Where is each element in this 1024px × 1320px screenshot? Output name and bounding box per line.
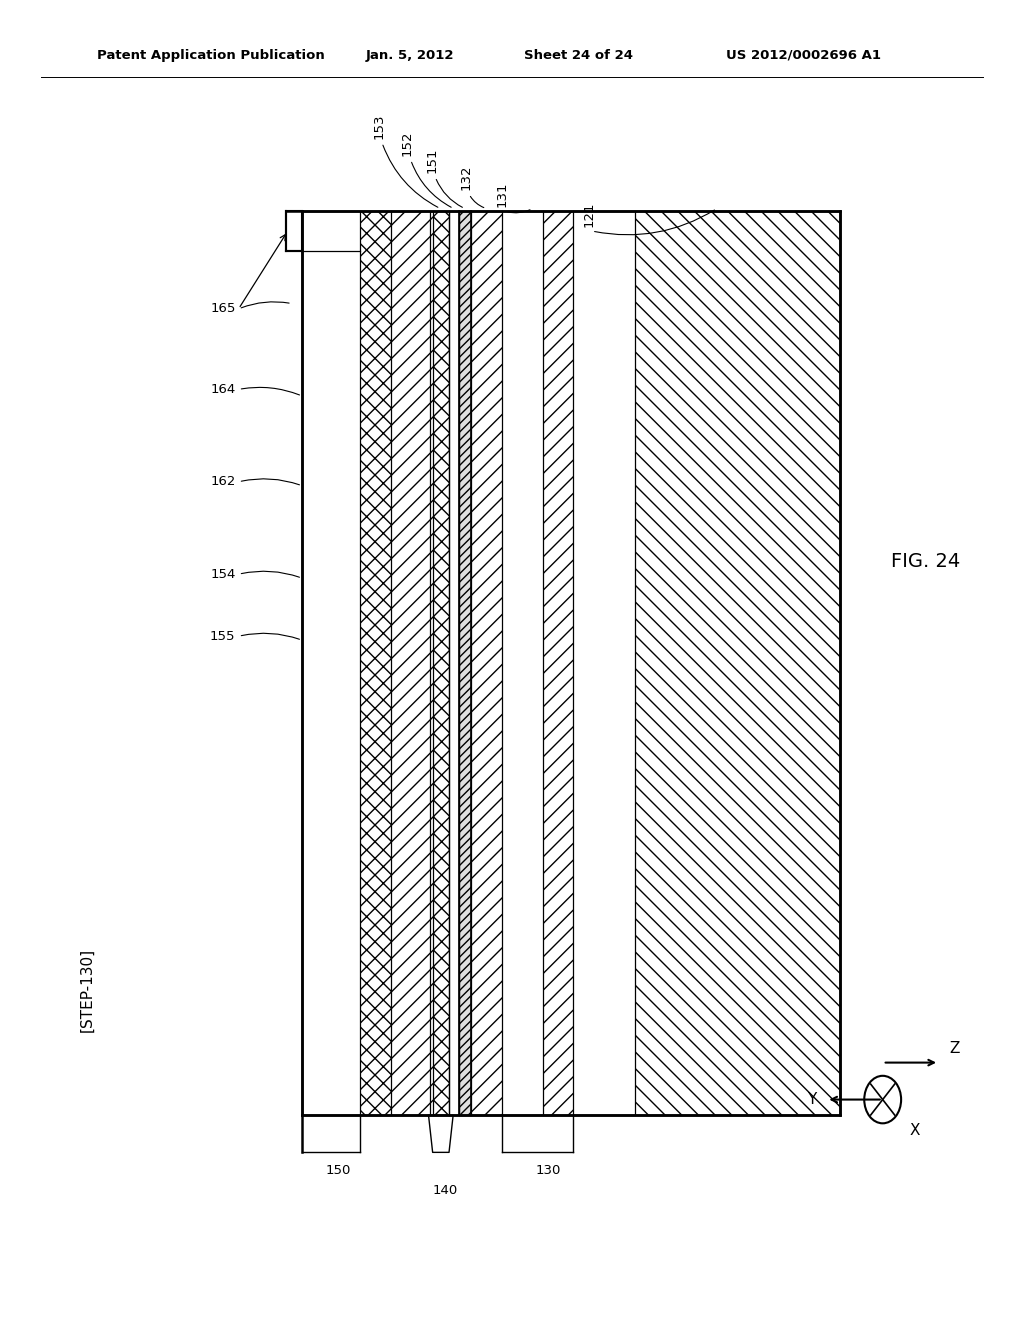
Text: 150: 150 <box>326 1164 350 1177</box>
Bar <box>391 211 430 1115</box>
Bar <box>471 211 502 1115</box>
Text: 162: 162 <box>210 475 236 488</box>
Text: Sheet 24 of 24: Sheet 24 of 24 <box>524 49 633 62</box>
Text: Patent Application Publication: Patent Application Publication <box>97 49 325 62</box>
Bar <box>449 211 459 1115</box>
Text: 132: 132 <box>460 165 472 190</box>
Bar <box>430 211 433 1115</box>
Bar <box>502 211 543 1115</box>
Text: FIG. 24: FIG. 24 <box>891 552 961 570</box>
Text: Z: Z <box>949 1041 959 1056</box>
Text: 121: 121 <box>583 202 595 227</box>
Bar <box>302 211 840 1115</box>
Text: 153: 153 <box>373 114 385 139</box>
Text: 130: 130 <box>536 1164 560 1177</box>
Text: 165: 165 <box>210 302 236 315</box>
Bar <box>286 211 302 251</box>
Text: 151: 151 <box>426 148 438 173</box>
Text: 131: 131 <box>496 182 508 207</box>
Text: [STEP-130]: [STEP-130] <box>80 948 94 1032</box>
Bar <box>635 211 840 1115</box>
Bar <box>433 211 449 1115</box>
Text: 152: 152 <box>401 131 414 156</box>
Bar <box>302 211 360 1115</box>
Text: 164: 164 <box>210 383 236 396</box>
Text: 154: 154 <box>210 568 236 581</box>
Text: 140: 140 <box>433 1184 458 1197</box>
Text: 155: 155 <box>210 630 236 643</box>
Text: US 2012/0002696 A1: US 2012/0002696 A1 <box>726 49 882 62</box>
Text: Jan. 5, 2012: Jan. 5, 2012 <box>366 49 454 62</box>
Bar <box>543 211 573 1115</box>
Bar <box>360 211 391 1115</box>
Bar <box>573 211 635 1115</box>
Bar <box>459 211 471 1115</box>
Text: Y: Y <box>807 1092 816 1107</box>
Text: X: X <box>909 1123 920 1138</box>
Bar <box>302 211 360 1115</box>
